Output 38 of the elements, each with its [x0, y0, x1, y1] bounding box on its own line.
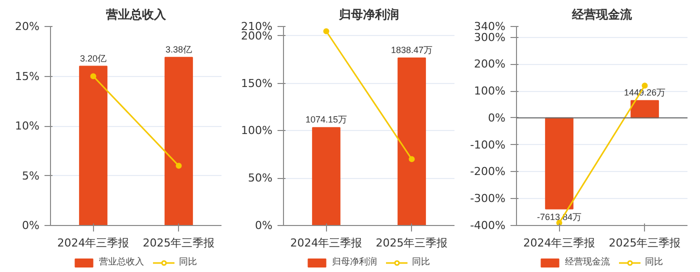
y-tick-label: 200% — [474, 58, 506, 71]
x-tick-label: 2024年三季报 — [290, 236, 362, 250]
data-label: 1838.47万 — [390, 45, 433, 56]
y-tick-label: -100% — [470, 138, 506, 152]
data-label: 1074.15万 — [305, 114, 348, 125]
y-tick-label: 340% — [474, 20, 506, 33]
y-tick-label: 100% — [241, 124, 273, 138]
legend-label: 经营现金流 — [565, 256, 610, 268]
y-tick-label: -400% — [470, 219, 506, 232]
y-tick-label: 150% — [241, 76, 273, 90]
chart-title: 归母净利润 — [338, 8, 399, 22]
y-tick-label: 5% — [22, 169, 40, 182]
y-tick-label: 15% — [15, 70, 40, 83]
y-tick-label: 0% — [488, 111, 506, 124]
legend-label: 营业总收入 — [99, 256, 144, 268]
y-tick-label: -300% — [470, 192, 506, 206]
data-label: 3.38亿 — [165, 44, 192, 54]
chart-title: 经营现金流 — [571, 8, 633, 22]
y-tick-label: 100% — [474, 84, 506, 98]
y-tick-label: -200% — [470, 165, 506, 178]
y-tick-label: 50% — [248, 172, 273, 185]
y-tick-label: 200% — [241, 29, 273, 42]
legend-label: 同比 — [412, 256, 431, 268]
x-tick-label: 2025年三季报 — [142, 236, 215, 250]
y-tick-label: 300% — [474, 30, 506, 44]
y-tick-label: 10% — [15, 120, 40, 132]
x-tick-label: 2025年三季报 — [608, 236, 681, 250]
legend-label: 归母净利润 — [332, 256, 377, 268]
y-tick-label: 20% — [15, 20, 40, 33]
y-tick-label: 0% — [22, 219, 40, 232]
chart-title: 营业总收入 — [105, 8, 167, 22]
x-tick-label: 2025年三季报 — [376, 236, 448, 250]
legend-label: 同比 — [179, 256, 198, 268]
data-label: 3.20亿 — [80, 53, 107, 64]
legend-label: 同比 — [645, 256, 664, 268]
y-tick-label: 0% — [255, 219, 272, 232]
x-tick-label: 2024年三季报 — [57, 236, 130, 250]
x-tick-label: 2024年三季报 — [523, 236, 596, 250]
